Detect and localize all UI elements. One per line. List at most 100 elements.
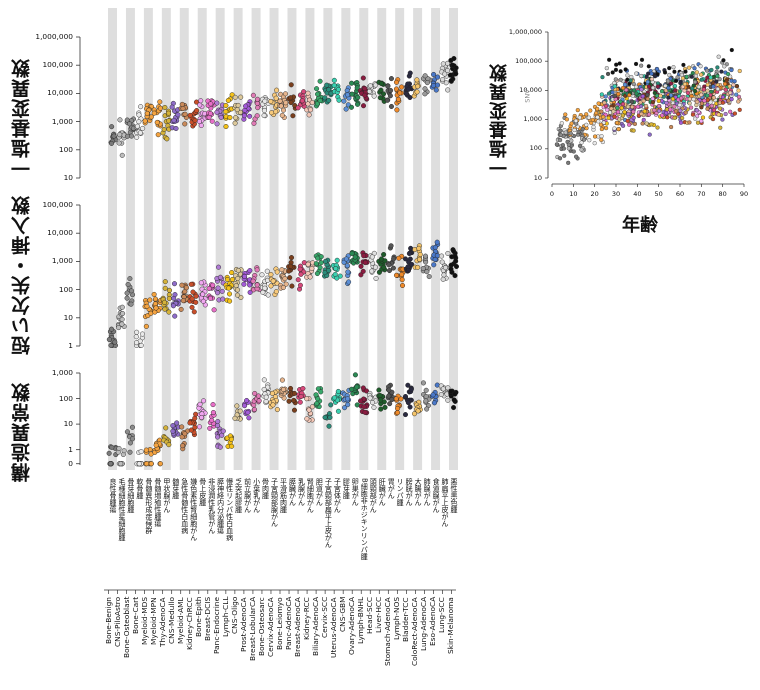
category-label-en: Kidney-RCC <box>302 597 312 640</box>
data-point <box>210 409 216 416</box>
data-point <box>442 71 448 77</box>
data-point <box>162 285 168 291</box>
stripe <box>233 8 243 470</box>
data-point <box>451 405 457 411</box>
data-point <box>405 382 411 388</box>
data-point <box>313 261 319 267</box>
age-data-point <box>558 128 563 133</box>
data-point <box>247 282 253 288</box>
data-point <box>348 104 354 110</box>
data-point <box>422 253 429 259</box>
data-point <box>241 113 247 119</box>
data-point <box>349 91 355 97</box>
data-point <box>153 442 159 448</box>
data-point <box>268 98 274 105</box>
age-data-point <box>610 90 615 95</box>
data-point <box>387 93 393 99</box>
data-point <box>200 298 206 304</box>
data-point <box>256 398 262 404</box>
age-data-point <box>726 71 731 77</box>
data-point <box>402 393 409 400</box>
age-data-point <box>665 78 671 83</box>
category-label-ja: 悪性黒色腫 <box>450 478 458 513</box>
age-y-tick-label: 1,000 <box>523 115 542 124</box>
age-data-point <box>672 115 677 120</box>
data-point <box>278 103 284 109</box>
data-point <box>237 109 243 115</box>
data-point <box>378 406 384 412</box>
data-point <box>406 251 412 257</box>
data-point <box>422 73 428 79</box>
indel-y-tick-label: 1 <box>68 341 73 350</box>
age-data-point <box>678 108 683 113</box>
age-data-point <box>694 70 699 75</box>
data-point <box>407 404 413 410</box>
data-point <box>235 102 241 108</box>
category-label-ja: 肺扁平上皮がん <box>441 478 450 527</box>
data-point <box>109 444 115 450</box>
stripe <box>197 8 207 470</box>
data-point <box>371 93 377 99</box>
data-point <box>291 390 297 396</box>
data-point <box>261 386 267 392</box>
category-label-ja: 頭頸部がん <box>369 478 378 513</box>
data-point <box>309 265 315 272</box>
age-data-point <box>641 117 646 122</box>
sv-y-tick-label: 10 <box>63 419 73 429</box>
age-data-point <box>669 81 674 86</box>
data-point <box>373 82 379 88</box>
data-point <box>355 94 361 100</box>
data-point <box>137 130 143 136</box>
data-point <box>426 274 432 280</box>
data-point <box>217 274 223 280</box>
data-point <box>264 268 270 274</box>
age-data-point <box>736 99 741 104</box>
age-data-point <box>700 115 706 120</box>
data-point <box>183 285 189 291</box>
age-data-point <box>622 82 628 87</box>
age-data-point <box>673 109 679 114</box>
age-data-point <box>561 146 566 151</box>
age-data-point <box>631 128 636 133</box>
data-point <box>157 99 163 105</box>
age-data-point <box>699 105 704 110</box>
category-label-ja: 腎細胞がん <box>306 478 315 513</box>
data-point <box>291 407 297 413</box>
data-point <box>335 86 341 92</box>
data-point <box>219 432 225 438</box>
age-data-point <box>685 90 691 95</box>
data-point <box>116 325 122 331</box>
age-data-point <box>626 104 631 109</box>
data-point <box>260 289 266 295</box>
data-point <box>362 409 368 415</box>
age-data-point <box>649 122 654 127</box>
age-data-point <box>640 121 645 126</box>
data-point <box>223 109 229 115</box>
category-label-en: Panc-Endocrine <box>211 597 221 655</box>
age-x-tick-label: 80 <box>718 190 727 198</box>
data-point <box>179 434 185 440</box>
age-y-tick-label: 1,000,000 <box>508 27 542 36</box>
data-point <box>382 404 388 410</box>
age-data-point <box>624 87 629 93</box>
data-point <box>317 78 323 84</box>
data-point <box>178 306 184 312</box>
age-data-point <box>627 93 632 98</box>
data-point <box>154 119 160 125</box>
data-point <box>182 111 188 117</box>
age-data-point <box>571 149 576 154</box>
data-point <box>349 250 355 257</box>
age-data-point <box>612 114 617 119</box>
data-point <box>342 405 348 411</box>
category-label-ja: 嫌色素性腎細胞がん <box>189 478 198 541</box>
data-point <box>354 384 360 390</box>
age-data-point <box>687 101 692 106</box>
age-data-point <box>679 96 684 101</box>
age-data-point <box>603 103 609 109</box>
age-data-point <box>602 100 607 105</box>
data-point <box>148 114 154 120</box>
age-data-point <box>669 124 674 130</box>
stripe <box>323 8 333 470</box>
age-data-point <box>614 120 620 125</box>
age-data-point <box>647 132 652 137</box>
